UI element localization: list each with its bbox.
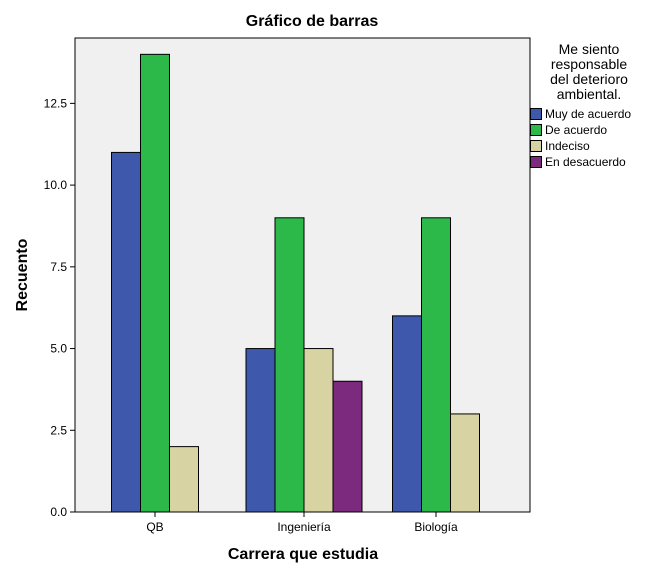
x-axis-label: Carrera que estudia — [228, 546, 378, 563]
legend-swatch — [530, 108, 542, 120]
x-tick-label: Biología — [414, 520, 458, 534]
legend-swatch — [530, 140, 542, 152]
y-tick-label: 10.0 — [44, 178, 68, 192]
y-tick-label: 7.5 — [50, 260, 67, 274]
legend-item: De acuerdo — [530, 122, 648, 138]
legend-swatch — [530, 124, 542, 136]
y-tick-label: 12.5 — [44, 96, 68, 110]
legend-title-line: Me siento — [558, 41, 620, 57]
legend-title-line: responsable — [550, 56, 628, 72]
legend: Me siento responsable del deterioro ambi… — [530, 42, 648, 170]
legend-title: Me siento responsable del deterioro ambi… — [530, 42, 648, 102]
bar — [111, 151, 141, 513]
y-tick-label: 5.0 — [50, 342, 67, 356]
legend-item: Indeciso — [530, 138, 648, 154]
legend-label: Indeciso — [545, 139, 590, 153]
legend-title-line: del deterioro — [550, 71, 628, 87]
bar — [245, 348, 276, 513]
axes-layer: 0.0 2.5 5.0 7.5 10.0 12.5 QB Ingeniería Biología — [44, 96, 458, 534]
bar — [392, 315, 422, 513]
bar — [140, 53, 170, 513]
legend-label: En desacuerdo — [545, 155, 626, 169]
x-tick-label: Ingeniería — [277, 520, 331, 534]
legend-swatch — [530, 156, 542, 168]
legend-item: En desacuerdo — [530, 154, 648, 170]
bar — [169, 446, 199, 513]
legend-label: De acuerdo — [545, 123, 608, 137]
legend-title-line: ambiental. — [556, 86, 622, 102]
bar — [332, 380, 363, 513]
x-tick-label: QB — [146, 520, 163, 534]
bar — [421, 217, 451, 513]
bar — [450, 413, 480, 513]
bar — [274, 217, 305, 513]
y-tick-label: 0.0 — [50, 505, 67, 519]
y-tick-label: 2.5 — [50, 423, 67, 437]
bars-layer — [111, 53, 480, 513]
legend-item: Muy de acuerdo — [530, 106, 648, 122]
bar — [303, 348, 334, 513]
chart-title: Gráfico de barras — [246, 13, 379, 30]
legend-label: Muy de acuerdo — [545, 107, 632, 121]
legend-items: Muy de acuerdo De acuerdo Indeciso En de… — [530, 106, 648, 170]
y-axis-label: Recuento — [14, 238, 31, 311]
